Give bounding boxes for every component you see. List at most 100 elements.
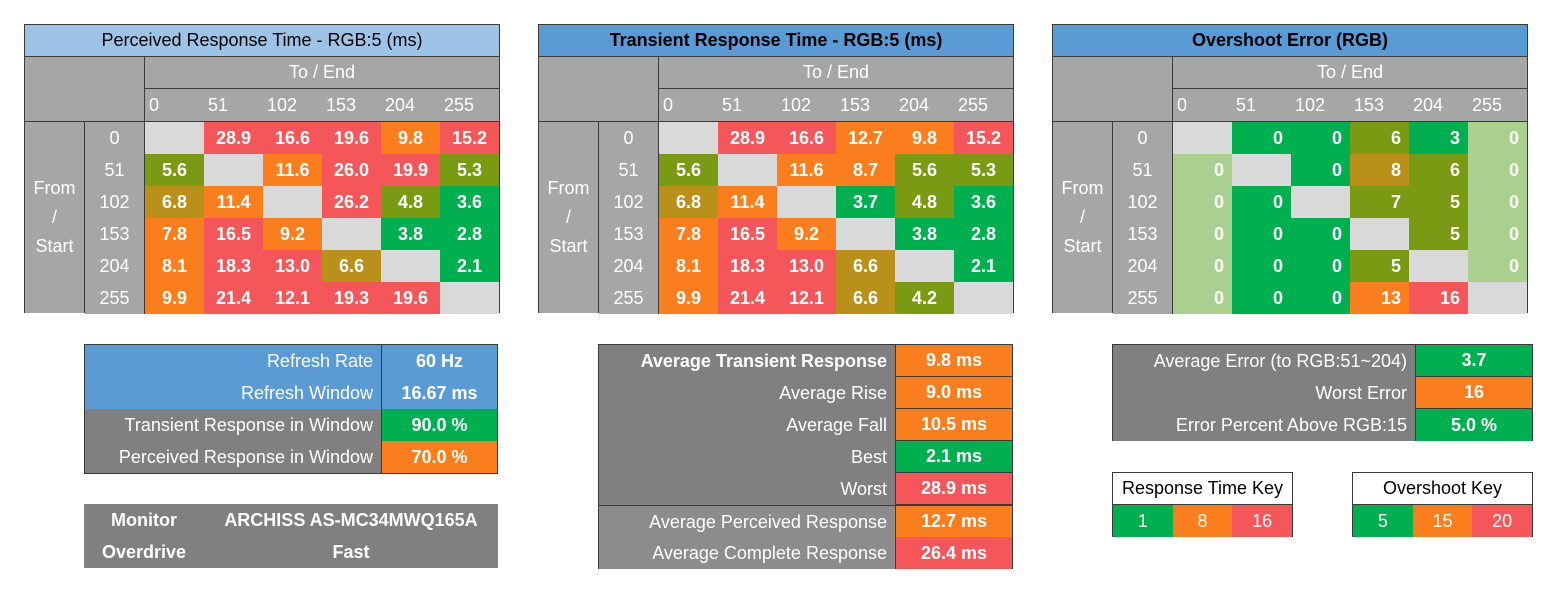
avg-perceived-label: Average Perceived Response bbox=[599, 506, 895, 538]
matrix-title: Transient Response Time - RGB:5 (ms) bbox=[539, 25, 1013, 57]
heatmap-cell: 7.8 bbox=[145, 218, 204, 250]
heatmap-cell: 0 bbox=[1232, 122, 1291, 154]
heatmap-cell: 0 bbox=[1232, 218, 1291, 250]
slash-label: / bbox=[565, 207, 571, 227]
heatmap-cell-empty bbox=[1350, 218, 1409, 250]
heatmap-cell: 0 bbox=[1173, 186, 1232, 218]
average-table: Average Transient Response 9.8 ms Averag… bbox=[598, 344, 1013, 569]
heatmap-cell: 5.3 bbox=[440, 154, 499, 186]
col-label: 51 bbox=[208, 94, 229, 115]
heatmap-cell: 16.6 bbox=[263, 122, 322, 154]
transient-in-window-label: Transient Response in Window bbox=[85, 409, 381, 441]
heatmap-cell: 28.9 bbox=[718, 122, 777, 154]
heatmap-cell-empty bbox=[322, 218, 381, 250]
heatmap-cell: 0 bbox=[1468, 186, 1527, 218]
worst-error-label: Worst Error bbox=[1113, 377, 1415, 409]
matrix-body: From / Start 0 51 102 153 204 255 28.9 16… bbox=[539, 121, 1013, 314]
heatmap-cell: 8.1 bbox=[659, 250, 718, 282]
best-row: Best 2.1 ms bbox=[599, 441, 1012, 473]
avg-transient-row: Average Transient Response 9.8 ms bbox=[599, 345, 1012, 377]
heatmap-cell-empty bbox=[718, 154, 777, 186]
heatmap-cell: 11.6 bbox=[777, 154, 836, 186]
col-label: 153 bbox=[1354, 94, 1385, 115]
worst-error-value: 16 bbox=[1415, 377, 1532, 409]
heatmap-cell: 11.6 bbox=[263, 154, 322, 186]
refresh-table: Refresh Rate 60 Hz Refresh Window 16.67 … bbox=[84, 344, 498, 474]
heatmap-cell: 16.5 bbox=[718, 218, 777, 250]
avg-complete-value: 26.4 ms bbox=[895, 537, 1012, 569]
heatmap-cell: 5.6 bbox=[145, 154, 204, 186]
overshoot-key-red: 20 bbox=[1472, 505, 1533, 537]
avg-fall-value: 10.5 ms bbox=[895, 409, 1012, 441]
avg-perceived-row: Average Perceived Response 12.7 ms bbox=[599, 505, 1012, 538]
col-label: 0 bbox=[663, 94, 674, 115]
heatmap-cell: 4.8 bbox=[381, 186, 440, 218]
matrix-body: From / Start 0 51 102 153 204 255 28.9 16… bbox=[25, 121, 499, 314]
heatmap-cell: 19.9 bbox=[381, 154, 440, 186]
heatmap-cell: 5 bbox=[1350, 250, 1409, 282]
to-end-label: To / End bbox=[145, 57, 499, 89]
perceived-in-window-label: Perceived Response in Window bbox=[85, 441, 381, 473]
col-label: 204 bbox=[899, 94, 930, 115]
heatmap-cell: 3 bbox=[1409, 122, 1468, 154]
from-start-label: From / Start bbox=[539, 122, 599, 313]
worst-error-row: Worst Error 16 bbox=[1113, 377, 1532, 409]
heatmap-cell: 0 bbox=[1232, 282, 1291, 314]
heatmap-cell: 2.8 bbox=[954, 218, 1013, 250]
heatmap-cell: 6.6 bbox=[322, 250, 381, 282]
heatmap-cell: 28.9 bbox=[204, 122, 263, 154]
refresh-rate-value: 60 Hz bbox=[381, 345, 497, 377]
matrix-header: To / End 0 51 102 153 204 255 bbox=[25, 57, 499, 121]
col-label: 51 bbox=[1236, 94, 1257, 115]
response-key-green: 1 bbox=[1113, 505, 1173, 537]
heatmap-cell: 6 bbox=[1409, 154, 1468, 186]
heatmap-cell: 0 bbox=[1173, 250, 1232, 282]
avg-complete-row: Average Complete Response 26.4 ms bbox=[599, 537, 1012, 569]
overshoot-key: Overshoot Key 5 15 20 bbox=[1352, 472, 1533, 537]
heatmap-cell: 26.0 bbox=[322, 154, 381, 186]
heatmap-cell: 9.8 bbox=[381, 122, 440, 154]
avg-perceived-value: 12.7 ms bbox=[895, 506, 1012, 538]
heatmap-cell: 12.1 bbox=[263, 282, 322, 314]
perceived-in-window-row: Perceived Response in Window 70.0 % bbox=[85, 441, 497, 473]
avg-rise-label: Average Rise bbox=[599, 377, 895, 409]
heatmap-cell: 15.2 bbox=[954, 122, 1013, 154]
heatmap-cell: 0 bbox=[1291, 154, 1350, 186]
slash-label: / bbox=[51, 207, 57, 227]
heatmap-cell-empty bbox=[204, 154, 263, 186]
perceived-in-window-value: 70.0 % bbox=[381, 441, 497, 473]
monitor-row: Monitor ARCHISS AS-MC34MWQ165A bbox=[84, 504, 498, 536]
heatmap-cell: 15.2 bbox=[440, 122, 499, 154]
col-label: 255 bbox=[958, 94, 989, 115]
row-label: 153 bbox=[85, 218, 145, 250]
heatmap-cell: 18.3 bbox=[204, 250, 263, 282]
heatmap-cell: 7.8 bbox=[659, 218, 718, 250]
heatmap-cell: 6.8 bbox=[659, 186, 718, 218]
col-label: 102 bbox=[267, 94, 298, 115]
monitor-table: Monitor ARCHISS AS-MC34MWQ165A Overdrive… bbox=[84, 504, 498, 568]
heatmap-cell: 0 bbox=[1291, 282, 1350, 314]
row-label: 255 bbox=[85, 282, 145, 314]
from-label: From bbox=[1061, 178, 1104, 198]
avg-rise-row: Average Rise 9.0 ms bbox=[599, 377, 1012, 409]
row-label: 51 bbox=[85, 154, 145, 186]
row-label: 51 bbox=[1113, 154, 1173, 186]
heatmap-cell: 8 bbox=[1350, 154, 1409, 186]
start-label: Start bbox=[549, 236, 588, 256]
matrix-header: To / End 0 51 102 153 204 255 bbox=[1053, 57, 1527, 121]
best-label: Best bbox=[599, 441, 895, 473]
avg-error-label: Average Error (to RGB:51~204) bbox=[1113, 345, 1415, 377]
heatmap-cell-empty bbox=[954, 282, 1013, 314]
heatmap-cell-empty bbox=[777, 186, 836, 218]
refresh-rate-label: Refresh Rate bbox=[85, 345, 381, 377]
heatmap-cell: 12.1 bbox=[777, 282, 836, 314]
heatmap-cell: 0 bbox=[1291, 250, 1350, 282]
from-label: From bbox=[547, 178, 590, 198]
monitor-value: ARCHISS AS-MC34MWQ165A bbox=[224, 509, 478, 530]
heatmap-cell: 0 bbox=[1232, 186, 1291, 218]
matrix-corner bbox=[1053, 57, 1173, 121]
worst-label: Worst bbox=[599, 473, 895, 505]
error-percent-row: Error Percent Above RGB:15 5.0 % bbox=[1113, 409, 1532, 441]
row-label: 102 bbox=[85, 186, 145, 218]
overshoot-key-orange: 15 bbox=[1412, 505, 1473, 537]
